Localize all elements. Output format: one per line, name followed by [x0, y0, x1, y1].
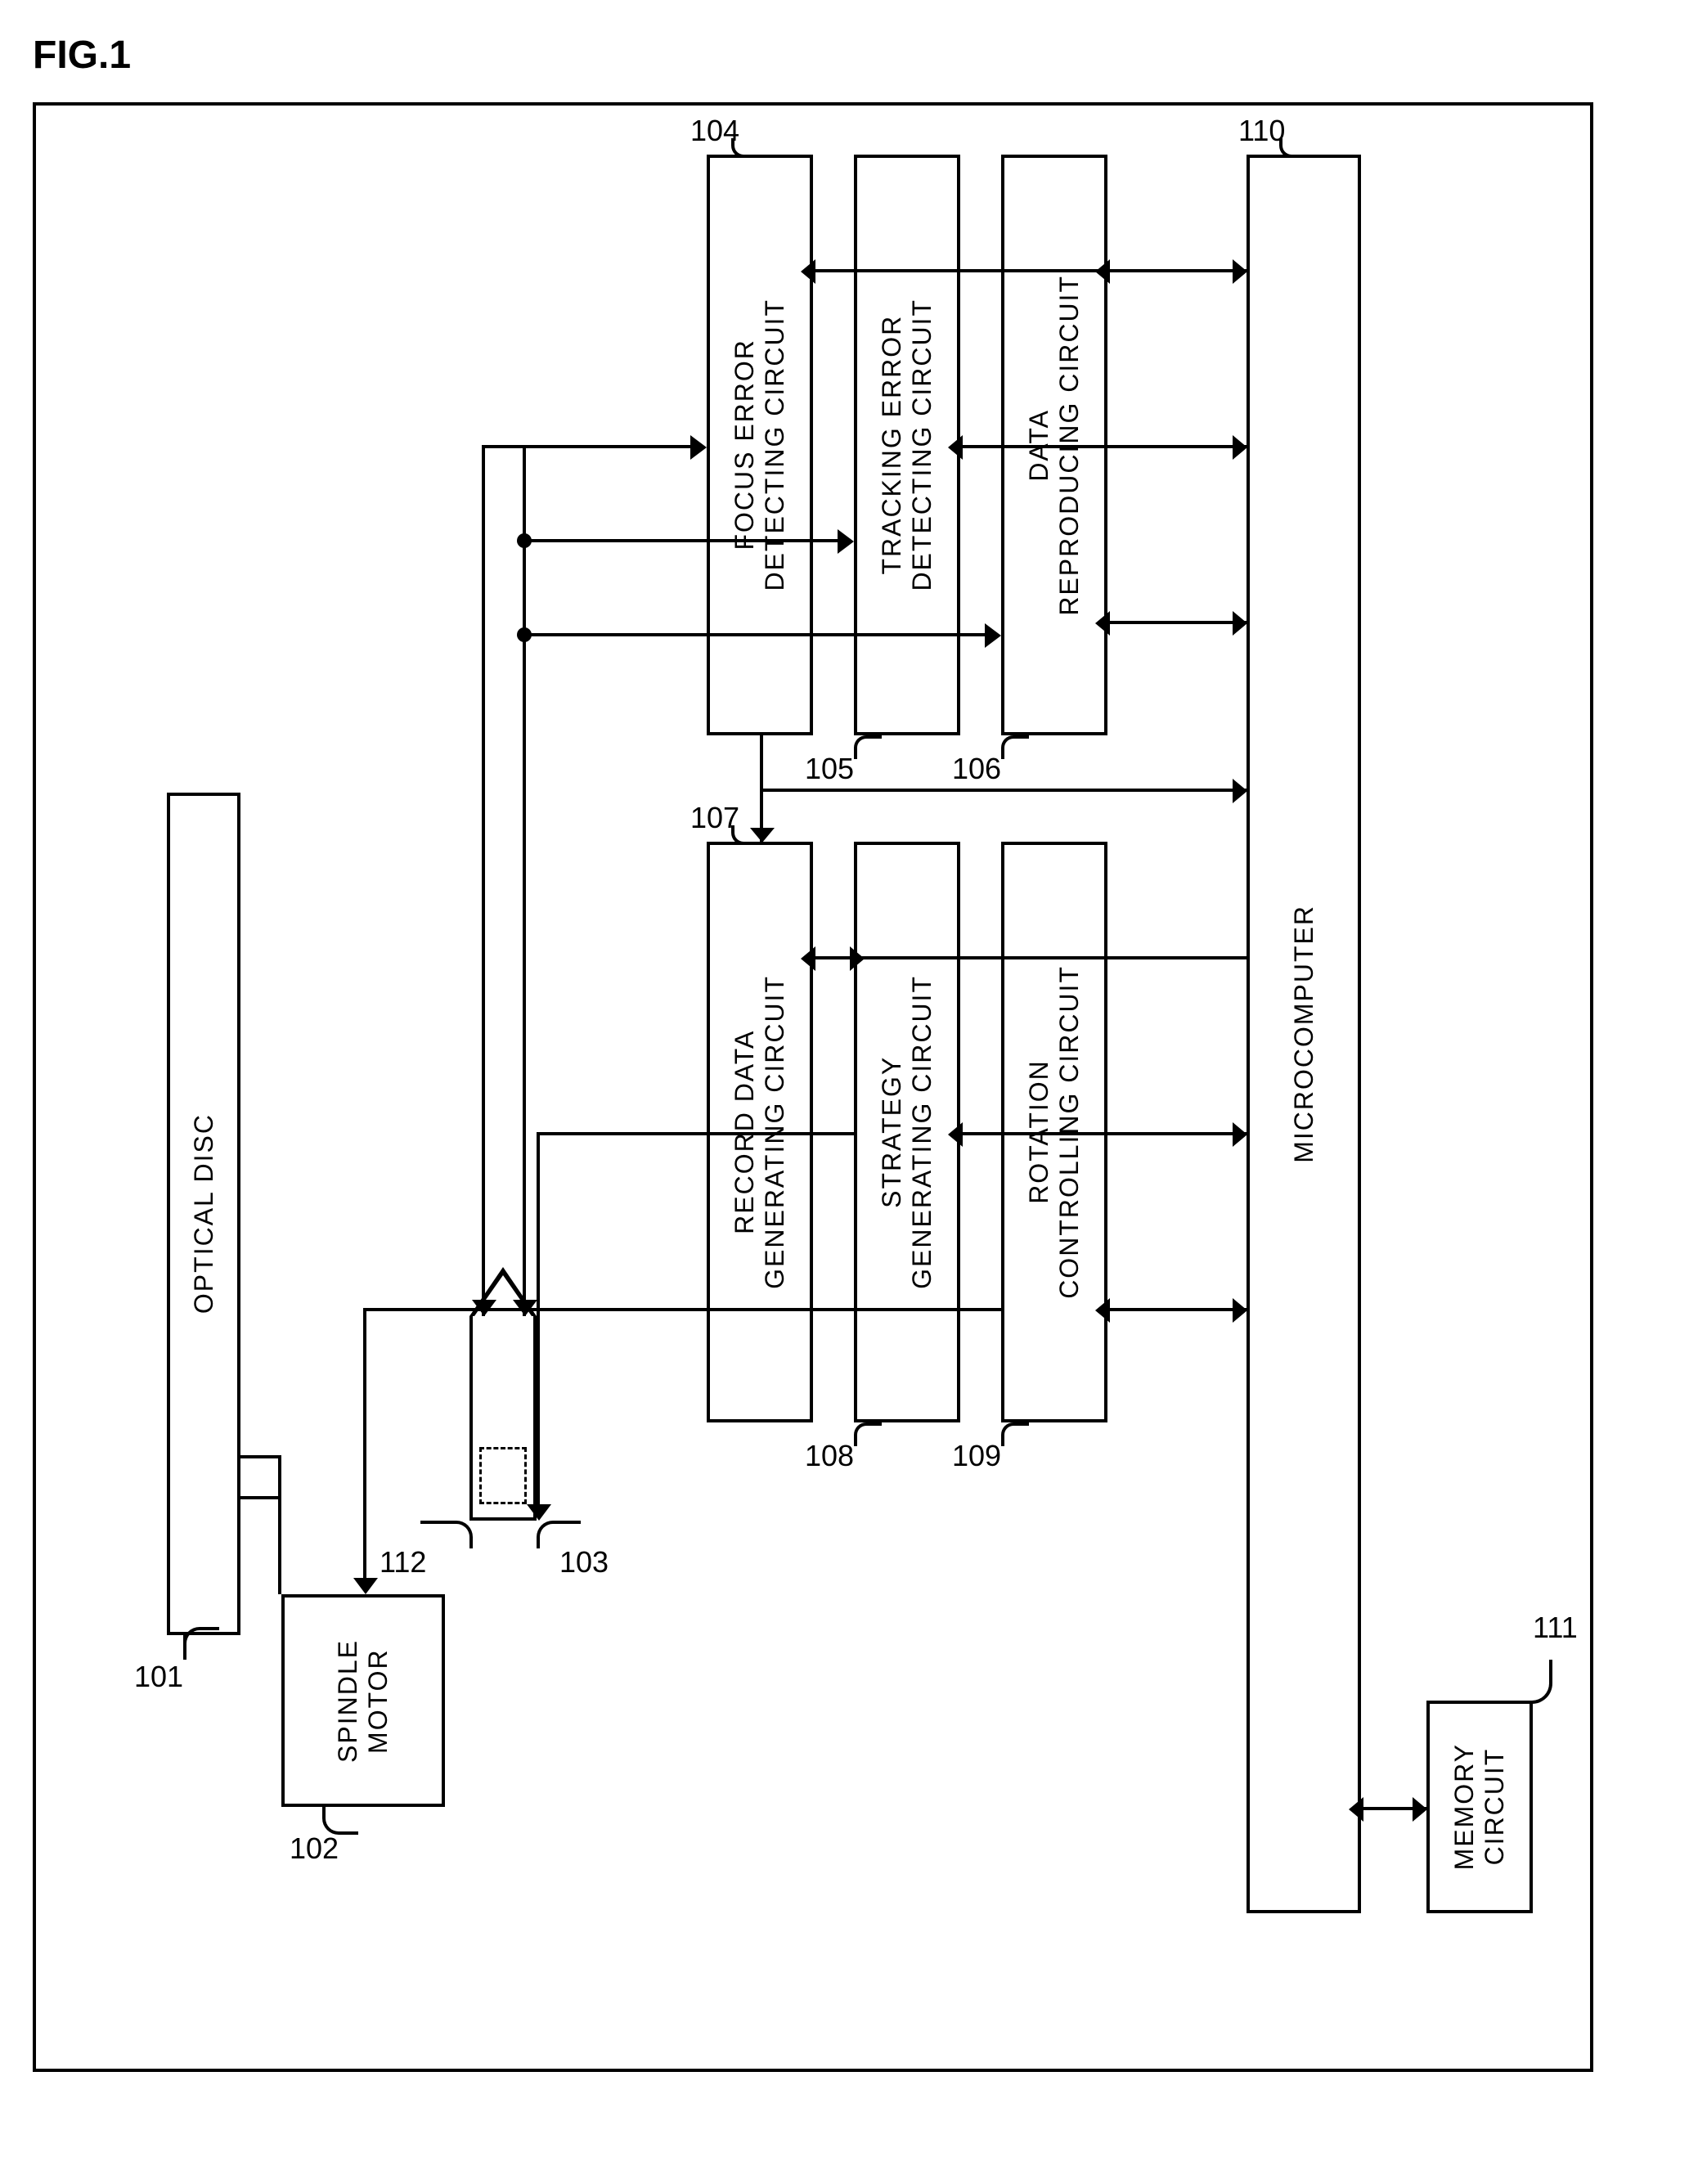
strategy-label: STRATEGY GENERATING CIRCUIT: [877, 975, 937, 1289]
arr-108-103: [527, 1504, 551, 1521]
a-108-110-r: [1233, 1122, 1247, 1147]
a-107-mc-r: [1233, 779, 1247, 803]
strategy-block: STRATEGY GENERATING CIRCUIT: [854, 842, 960, 1422]
ref-103: 103: [559, 1545, 609, 1580]
ref-112-curve: [420, 1521, 473, 1548]
a-104-l2: [801, 259, 815, 284]
spindle-shaft-1: [240, 1455, 281, 1458]
spindle-motor-block: SPINDLE MOTOR: [281, 1594, 445, 1807]
a-109-110-l: [1095, 1298, 1110, 1323]
a-110-111-l: [1349, 1797, 1363, 1822]
a-105-110-r: [1233, 435, 1247, 460]
ref-111-curve: [1508, 1660, 1552, 1704]
optical-disc-label: OPTICAL DISC: [189, 1113, 219, 1314]
a-106-110-l: [1095, 611, 1110, 636]
ref-105-curve: [854, 735, 882, 759]
a-104-110-r: [1233, 259, 1247, 284]
tracking-error-block: TRACKING ERROR DETECTING CIRCUIT: [854, 155, 960, 735]
ref-105: 105: [805, 752, 854, 786]
ref-108-curve: [854, 1422, 882, 1446]
memory-circuit-label: MEMORY CIRCUIT: [1449, 1743, 1510, 1870]
spindle-shaft-2: [240, 1496, 281, 1499]
l-104-up: [813, 269, 1107, 272]
ref-103-curve: [537, 1521, 581, 1548]
ref-101: 101: [134, 1660, 183, 1694]
l-103-104-h: [482, 445, 690, 448]
ref-104-curve: [731, 138, 759, 158]
a-108-110-l: [948, 1122, 963, 1147]
ref-108: 108: [805, 1439, 854, 1473]
l-105-110: [960, 445, 1247, 448]
ref-110-curve: [1279, 138, 1307, 158]
a-105-110-l: [948, 435, 963, 460]
l-108-110: [960, 1132, 1247, 1135]
l-105-h: [523, 539, 838, 542]
focus-error-label: FOCUS ERROR DETECTING CIRCUIT: [730, 299, 790, 591]
l-103-105-v: [523, 445, 526, 1316]
l-107-mc-h: [760, 789, 1247, 792]
block-diagram: OPTICAL DISC SPINDLE MOTOR FOCUS ERROR D…: [33, 102, 1593, 2072]
l-109-102-h: [363, 1308, 1001, 1311]
ref-110: 110: [1238, 114, 1285, 148]
arr-105-in: [838, 529, 854, 554]
l-103-104-v: [482, 445, 485, 1316]
ref-109: 109: [952, 1439, 1001, 1473]
l-109-110: [1107, 1308, 1247, 1311]
ref-102-curve: [322, 1807, 358, 1835]
spindle-motor-label: SPINDLE MOTOR: [333, 1639, 393, 1763]
l-106-110: [1107, 621, 1247, 624]
l-104-110: [1107, 269, 1247, 272]
l-108-103-h: [537, 1132, 854, 1135]
tracking-error-label: TRACKING ERROR DETECTING CIRCUIT: [877, 299, 937, 591]
microcomputer-block: MICROCOMPUTER: [1247, 155, 1361, 1913]
a-107-mc-l: [750, 828, 775, 843]
l-107-110v: [1107, 956, 1111, 959]
l-107-110b: [1107, 956, 1247, 959]
arr-109-102: [353, 1578, 378, 1594]
spindle-shaft-end1: [278, 1455, 281, 1594]
microcomputer-label: MICROCOMPUTER: [1289, 905, 1319, 1163]
a-110-111-r: [1413, 1797, 1427, 1822]
ref-106: 106: [952, 752, 1001, 786]
ref-111: 111: [1533, 1611, 1578, 1645]
arr-106-in: [985, 623, 1001, 648]
ref-102: 102: [290, 1831, 339, 1866]
l-108-103-v: [537, 1132, 540, 1504]
node-105: [517, 533, 532, 548]
focus-error-block: FOCUS ERROR DETECTING CIRCUIT: [707, 155, 813, 735]
a-109-110-r: [1233, 1298, 1247, 1323]
a-106-110-r: [1233, 611, 1247, 636]
ref-109-curve: [1001, 1422, 1029, 1446]
ref-106-curve: [1001, 735, 1029, 759]
figure-title: FIG.1: [33, 33, 1656, 78]
l-106-h: [523, 633, 985, 636]
node-106: [517, 627, 532, 642]
l-109-102-v: [363, 1308, 366, 1578]
arr-104-in: [690, 435, 707, 460]
optical-disc-block: OPTICAL DISC: [167, 793, 240, 1635]
ref-112: 112: [380, 1545, 426, 1580]
ref-101-curve: [183, 1627, 219, 1647]
laser-diode: [479, 1447, 527, 1504]
memory-circuit-block: MEMORY CIRCUIT: [1426, 1701, 1533, 1913]
